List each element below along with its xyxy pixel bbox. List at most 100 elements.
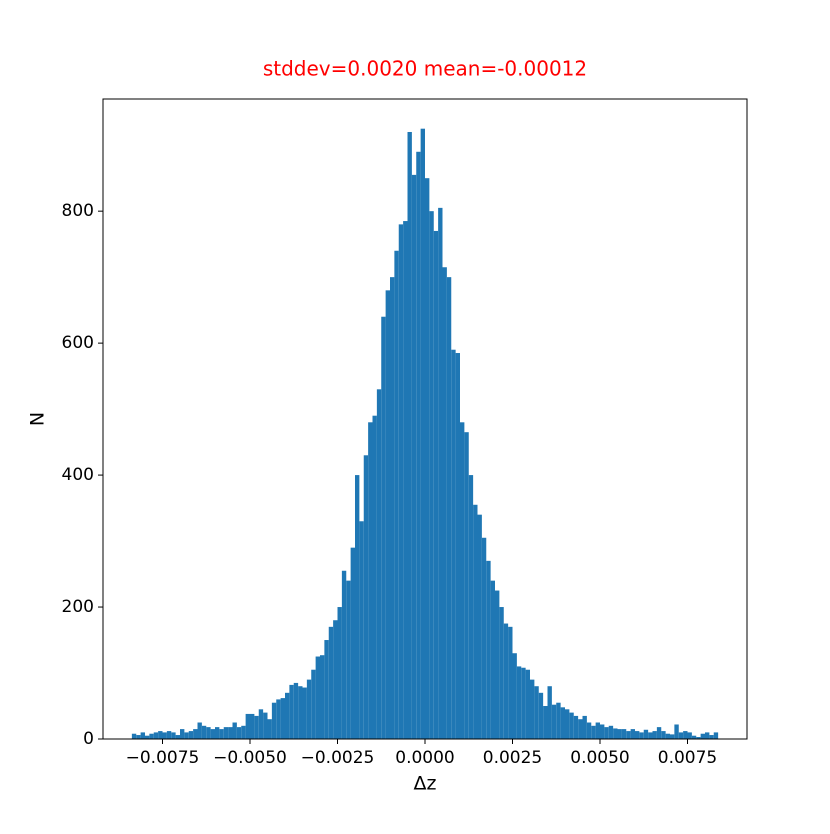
bar <box>390 277 395 739</box>
bar <box>385 290 390 739</box>
x-tick-label: 0.0050 <box>570 748 629 768</box>
bar <box>635 731 640 739</box>
bar <box>245 713 250 739</box>
bar <box>521 667 526 739</box>
bar <box>293 682 299 739</box>
bar <box>131 733 137 739</box>
bar <box>670 734 675 739</box>
bar <box>267 719 272 739</box>
bar <box>302 687 307 739</box>
bar <box>696 737 701 739</box>
bar <box>328 626 334 739</box>
bar <box>158 731 163 739</box>
bar <box>639 732 644 739</box>
bar <box>709 735 714 739</box>
bar <box>490 580 495 739</box>
bar <box>656 727 662 739</box>
bar <box>162 732 167 739</box>
bar <box>394 250 399 740</box>
x-tick-label: 0.0000 <box>395 748 454 768</box>
bar <box>223 727 229 739</box>
bar <box>578 719 583 739</box>
bar <box>468 475 474 739</box>
bar <box>503 623 509 739</box>
bar <box>713 732 719 739</box>
bar <box>206 727 211 739</box>
bar <box>683 731 688 739</box>
bar <box>665 733 670 739</box>
bar <box>705 732 710 739</box>
bar <box>298 686 303 739</box>
bar <box>446 277 452 739</box>
x-tick-label: 0.0075 <box>658 748 717 768</box>
bar <box>678 732 684 739</box>
bar <box>276 699 281 739</box>
y-tick-label: 0 <box>83 729 94 749</box>
bar <box>363 455 369 739</box>
bar <box>674 724 679 739</box>
bar <box>626 731 631 739</box>
bar <box>495 590 500 739</box>
bar <box>285 692 290 739</box>
bar <box>337 607 342 739</box>
bar <box>416 151 421 739</box>
bar <box>215 727 220 739</box>
bar <box>232 722 237 739</box>
y-tick-label: 800 <box>62 201 94 221</box>
bar <box>442 267 447 739</box>
bar <box>543 706 548 739</box>
bar <box>280 698 285 739</box>
bar <box>381 316 386 739</box>
bar <box>241 725 246 739</box>
bar <box>320 655 325 739</box>
bar <box>477 514 482 739</box>
bar <box>512 653 517 739</box>
bar <box>210 729 215 739</box>
bar <box>652 731 657 739</box>
bar <box>429 211 434 740</box>
bar <box>451 349 456 739</box>
y-tick-label: 200 <box>62 597 94 617</box>
y-tick-label: 400 <box>62 465 94 485</box>
bar <box>306 679 312 739</box>
bar <box>687 732 692 739</box>
bar <box>420 128 425 739</box>
bar <box>411 174 417 739</box>
bar <box>595 722 600 739</box>
bar <box>311 669 316 739</box>
bar <box>425 178 430 739</box>
bar <box>643 729 649 739</box>
bar <box>508 626 513 739</box>
y-tick-label: 600 <box>62 333 94 353</box>
bar <box>372 415 377 739</box>
bar <box>271 702 277 739</box>
bar <box>403 221 408 739</box>
bar <box>691 735 697 739</box>
bar <box>250 713 255 739</box>
bar <box>565 709 570 739</box>
bar <box>315 656 320 739</box>
bar <box>569 712 574 739</box>
bar <box>355 475 360 739</box>
bar <box>153 732 159 739</box>
bar <box>613 728 618 739</box>
x-tick-label: −0.0075 <box>126 748 200 768</box>
bar <box>530 679 535 739</box>
bar <box>368 422 373 739</box>
bar <box>547 686 552 739</box>
bar <box>407 131 412 739</box>
bar <box>346 580 351 739</box>
bar <box>333 620 338 739</box>
bar <box>236 727 242 739</box>
bar <box>350 547 355 739</box>
bar <box>438 207 443 740</box>
bar <box>289 684 294 739</box>
bar <box>525 669 530 739</box>
bar <box>324 640 329 739</box>
bar <box>188 731 194 739</box>
bar <box>556 702 561 739</box>
bar <box>591 725 596 739</box>
bar <box>140 732 145 739</box>
bar <box>621 729 627 739</box>
